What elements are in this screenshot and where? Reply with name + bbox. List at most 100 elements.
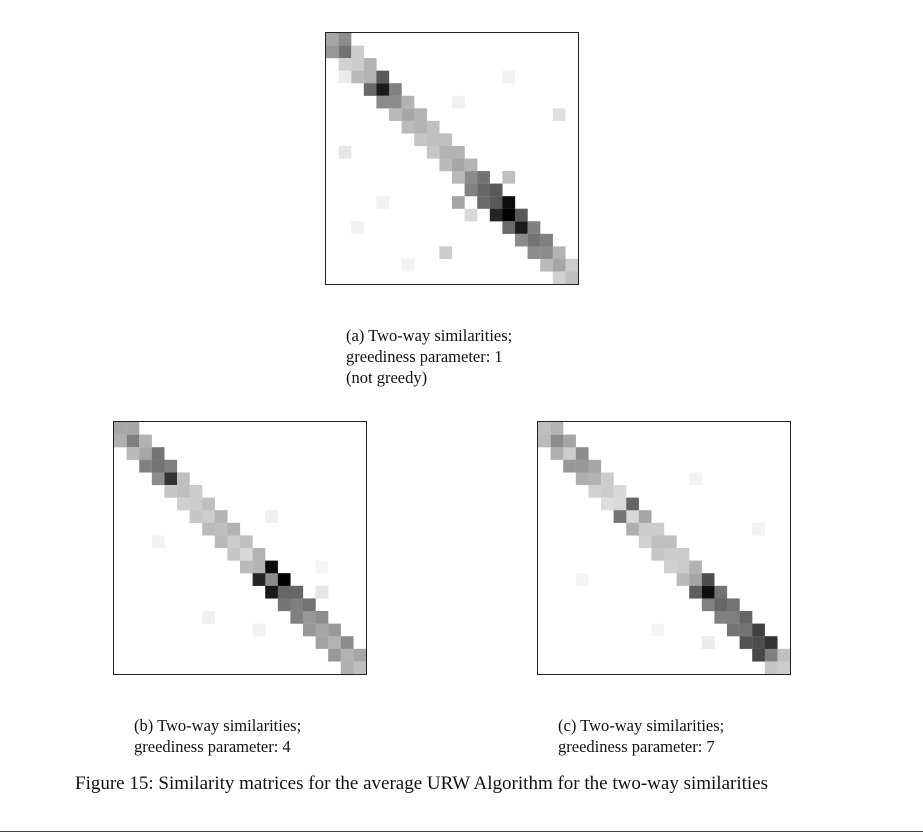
- matrix-b-cell: [252, 560, 266, 574]
- matrix-b-cell: [315, 611, 329, 624]
- matrix-b-cell: [214, 535, 228, 549]
- matrix-b-cell: [252, 548, 266, 561]
- matrix-a-cell: [540, 258, 553, 272]
- matrix-b-cell: [252, 623, 266, 637]
- matrix-c-cell: [638, 522, 652, 536]
- matrix-c-cell: [626, 497, 639, 511]
- matrix-a-cell: [363, 70, 377, 84]
- matrix-c-cell: [638, 510, 652, 523]
- matrix-a-cell: [489, 208, 503, 222]
- matrix-c-cell: [651, 535, 665, 549]
- matrix-a-cell: [439, 158, 453, 172]
- matrix-c-grid: [538, 422, 790, 674]
- matrix-c-cell: [689, 560, 702, 574]
- matrix-a-cell: [338, 58, 352, 71]
- matrix-c-cell: [664, 560, 677, 574]
- matrix-c-cell: [538, 434, 551, 448]
- matrix-b-cell: [151, 447, 165, 460]
- matrix-a-cell: [376, 95, 390, 109]
- matrix-c-cell: [689, 585, 702, 599]
- matrix-a-cell: [376, 70, 390, 84]
- matrix-a-cell: [489, 183, 503, 197]
- matrix-a-cell: [401, 108, 415, 121]
- matrix-c-cell: [752, 636, 765, 649]
- matrix-c-cell: [664, 548, 677, 561]
- matrix-a-cell: [351, 45, 364, 59]
- matrix-c-cell: [613, 510, 627, 523]
- matrix-c-cell: [764, 661, 778, 674]
- subcaption-c-line-1: (c) Two-way similarities;: [558, 716, 725, 735]
- matrix-b-cell: [328, 636, 341, 649]
- matrix-c-cell: [752, 522, 765, 536]
- matrix-b-cell: [303, 598, 316, 612]
- matrix-b-cell: [189, 485, 203, 498]
- matrix-b-cell: [214, 510, 228, 523]
- matrix-a-cell: [452, 95, 465, 109]
- matrix-b-cell: [315, 585, 329, 599]
- matrix-b-cell: [202, 522, 215, 536]
- matrix-a-cell: [527, 233, 541, 247]
- matrix-c-cell: [739, 636, 753, 649]
- matrix-a-cell: [426, 145, 440, 159]
- matrix-b-cell: [340, 661, 354, 674]
- matrix-c-cell: [777, 648, 790, 662]
- matrix-a-cell: [489, 196, 503, 209]
- matrix-b-cell: [315, 560, 329, 574]
- matrix-c-cell: [588, 485, 602, 498]
- matrix-a-cell: [351, 221, 364, 234]
- matrix-c-cell: [550, 434, 564, 448]
- matrix-b-cell: [265, 585, 278, 599]
- matrix-b-cell: [303, 623, 316, 637]
- matrix-a-cell: [338, 70, 352, 84]
- matrix-a-cell: [376, 196, 390, 209]
- matrix-a-cell: [552, 108, 566, 121]
- matrix-c-cell: [638, 535, 652, 549]
- matrix-b-cell: [202, 497, 215, 511]
- matrix-c-cell: [701, 636, 715, 649]
- matrix-c-cell: [689, 472, 702, 486]
- matrix-c-cell: [651, 548, 665, 561]
- matrix-c-cell: [752, 623, 765, 637]
- matrix-b-cell: [214, 522, 228, 536]
- matrix-c-cell: [714, 598, 728, 612]
- matrix-b-cell: [290, 585, 304, 599]
- similarity-matrix-a: [325, 32, 579, 285]
- matrix-b-cell: [240, 535, 253, 549]
- matrix-c-cell: [727, 598, 740, 612]
- matrix-c-cell: [588, 472, 602, 486]
- matrix-a-cell: [502, 208, 516, 222]
- matrix-c-cell: [651, 623, 665, 637]
- matrix-b-cell: [202, 611, 215, 624]
- matrix-c-cell: [563, 459, 576, 473]
- matrix-b-cell: [202, 510, 215, 523]
- matrix-a-cell: [464, 208, 478, 222]
- matrix-c-cell: [563, 447, 576, 460]
- matrix-a-cell: [515, 233, 528, 247]
- subcaption-c-line-2: greediness parameter: 7: [558, 737, 715, 756]
- subcaption-a-line-2: greediness parameter: 1: [346, 347, 503, 366]
- matrix-a-cell: [515, 208, 528, 222]
- matrix-a-cell: [439, 145, 453, 159]
- matrix-a-cell: [426, 133, 440, 147]
- subcaption-c: (c) Two-way similarities; greediness par…: [558, 715, 724, 757]
- matrix-b-cell: [164, 459, 178, 473]
- matrix-a-cell: [338, 145, 352, 159]
- matrix-c-cell: [575, 447, 589, 460]
- matrix-c-cell: [575, 573, 589, 586]
- matrix-b-cell: [303, 611, 316, 624]
- matrix-b-cell: [177, 497, 190, 511]
- matrix-b-cell: [252, 573, 266, 586]
- matrix-b-cell: [164, 472, 178, 486]
- matrix-a-cell: [363, 58, 377, 71]
- matrix-b-cell: [151, 535, 165, 549]
- matrix-b-cell: [139, 447, 152, 460]
- matrix-b-cell: [189, 510, 203, 523]
- matrix-b-cell: [126, 422, 140, 435]
- matrix-a-cell: [552, 258, 566, 272]
- subcaption-a-line-3: (not greedy): [346, 368, 428, 387]
- matrix-c-cell: [676, 560, 690, 574]
- matrix-c-cell: [550, 447, 564, 460]
- matrix-c-cell: [601, 485, 614, 498]
- matrix-b-cell: [353, 661, 366, 674]
- matrix-b-cell: [340, 636, 354, 649]
